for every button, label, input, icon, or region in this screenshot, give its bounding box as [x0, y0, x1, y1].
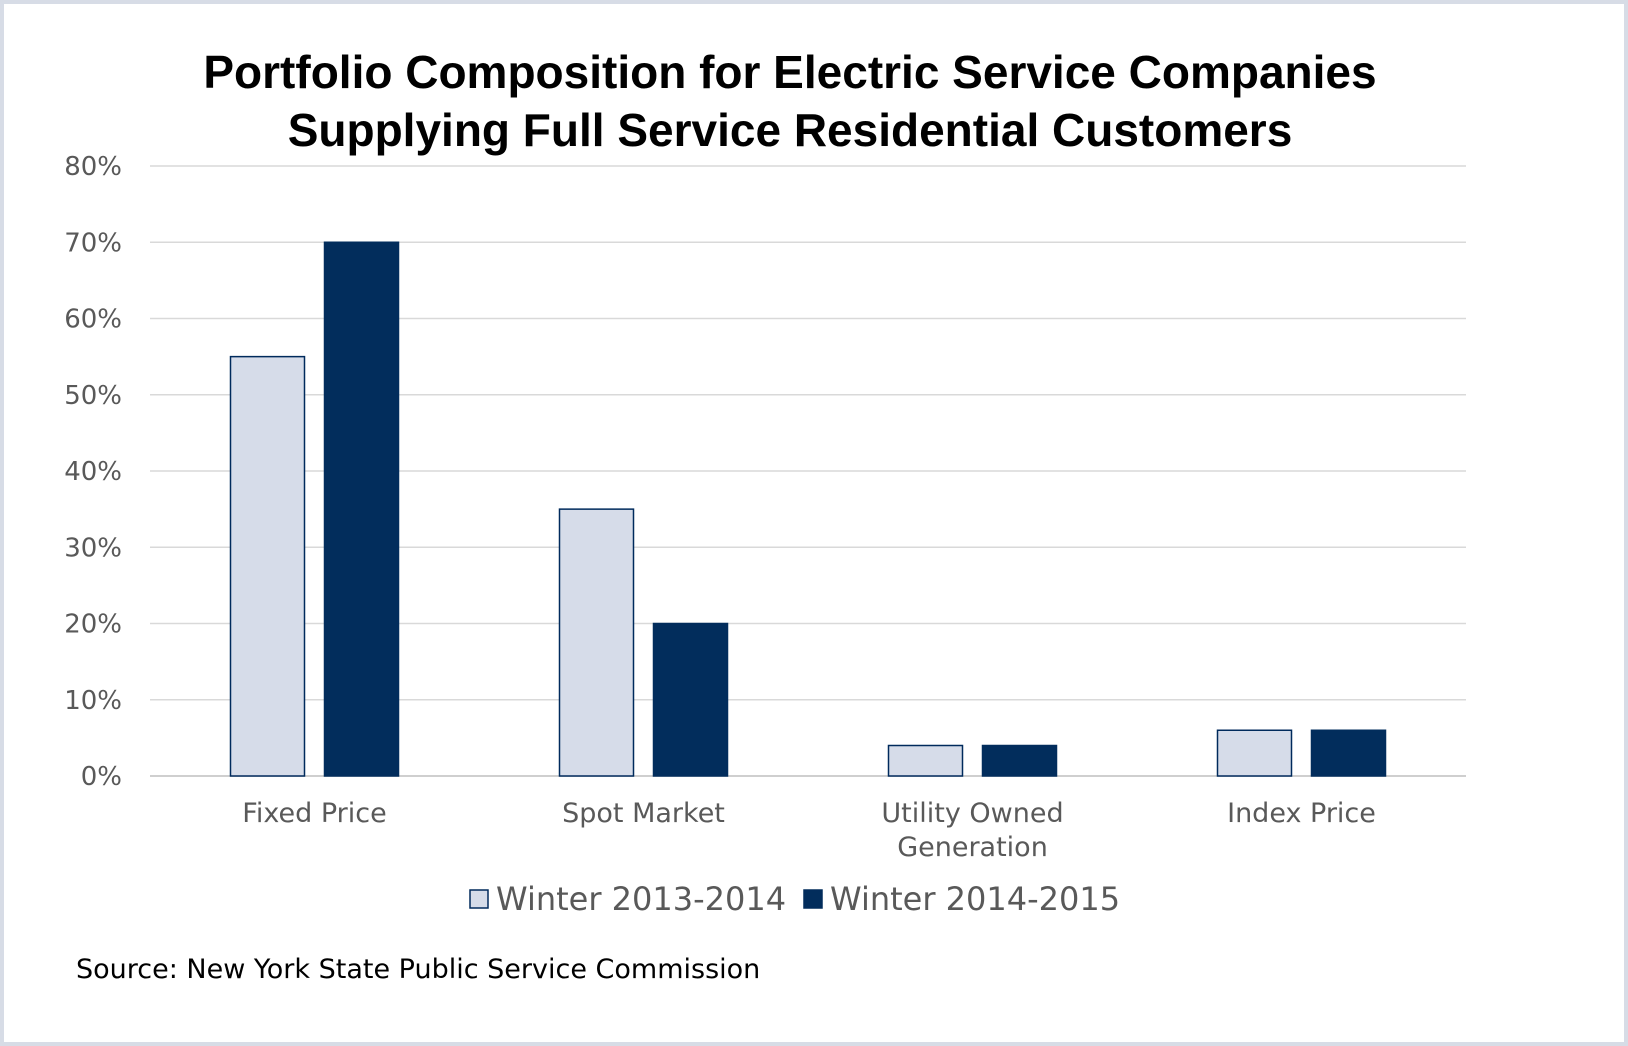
x-category-label: Index Price	[1227, 798, 1376, 829]
y-tick-label: 30%	[64, 533, 122, 563]
bars	[229, 241, 1387, 777]
bar	[229, 355, 306, 777]
legend-swatch	[469, 889, 489, 909]
bar	[887, 744, 964, 777]
y-tick-label: 20%	[64, 610, 122, 640]
x-category-label: Fixed Price	[242, 798, 386, 829]
bar	[323, 241, 400, 777]
chart-title: Portfolio Composition for Electric Servi…	[203, 46, 1376, 156]
y-tick-label: 40%	[64, 457, 122, 487]
legend-label: Winter 2014-2015	[830, 880, 1120, 918]
y-tick-label: 80%	[64, 152, 122, 182]
x-category-label: Utility Owned	[881, 798, 1063, 829]
bar	[652, 622, 729, 777]
y-tick-label: 70%	[64, 228, 122, 258]
legend-swatch	[803, 889, 823, 909]
y-tick-label: 50%	[64, 381, 122, 411]
y-axis-ticks: 0% 10% 20% 30% 40% 50% 60% 70% 80%	[64, 152, 122, 792]
y-tick-label: 10%	[64, 686, 122, 716]
chart-title-line: Supplying Full Service Residential Custo…	[288, 104, 1293, 156]
x-category-label: Generation	[897, 832, 1048, 863]
y-tick-label: 60%	[64, 305, 122, 335]
bar-chart: Portfolio Composition for Electric Servi…	[64, 46, 1466, 985]
legend-label: Winter 2013-2014	[496, 880, 786, 918]
legend: Winter 2013-2014 Winter 2014-2015	[469, 880, 1120, 918]
bar	[1310, 729, 1387, 777]
source-note: Source: New York State Public Service Co…	[76, 954, 760, 985]
bar	[558, 508, 635, 777]
chart-title-line: Portfolio Composition for Electric Servi…	[203, 46, 1376, 98]
bar	[1216, 729, 1293, 777]
y-tick-label: 0%	[81, 762, 122, 792]
x-category-label: Spot Market	[562, 798, 725, 829]
x-axis-categories: Fixed Price Spot Market Utility OwnedGener…	[242, 798, 1376, 863]
bar	[981, 744, 1058, 777]
